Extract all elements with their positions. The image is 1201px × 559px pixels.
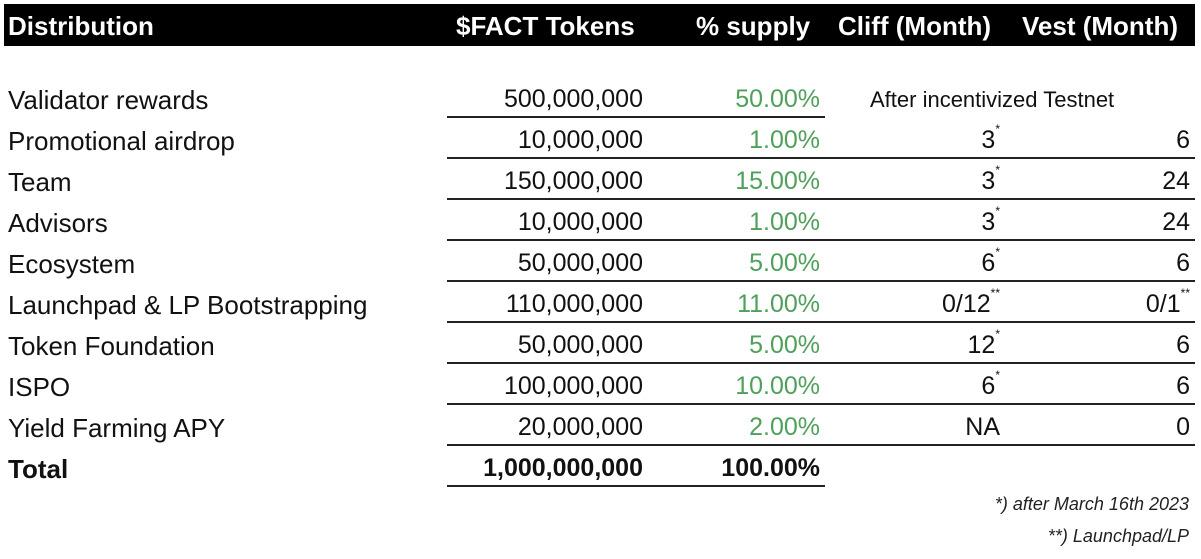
- footnote-cliff: *) after March 16th 2023: [994, 494, 1189, 514]
- table-row: Advisors 10,000,000 1.00% 3* 24: [0, 203, 1201, 244]
- table-row: Yield Farming APY 20,000,000 2.00% NA 0: [0, 408, 1201, 449]
- total-pct: 100.00%: [721, 454, 820, 482]
- cliff-footnote-mark: *: [995, 327, 1000, 341]
- table-row: Team 150,000,000 15.00% 3* 24: [0, 162, 1201, 203]
- row-vest: 6: [1176, 331, 1190, 359]
- row-vest: 6: [1176, 126, 1190, 154]
- table-row: Validator rewards 500,000,000 50.00% Aft…: [0, 80, 1201, 121]
- row-pct: 15.00%: [735, 167, 820, 195]
- row-note: After incentivized Testnet: [870, 87, 1115, 112]
- row-cliff: 3*: [981, 122, 1000, 154]
- row-tokens: 50,000,000: [517, 249, 643, 277]
- row-vest: 24: [1162, 167, 1190, 195]
- footnote-launchpad: **) Launchpad/LP: [1047, 526, 1189, 546]
- table-row: Ecosystem 50,000,000 5.00% 6* 6: [0, 244, 1201, 285]
- row-tokens: 50,000,000: [517, 331, 643, 359]
- total-row: Total 1,000,000,000 100.00%: [0, 449, 1201, 490]
- vest-footnote-mark: **: [1180, 286, 1190, 300]
- cliff-footnote-mark: *: [995, 245, 1000, 259]
- row-vest: 6: [1176, 372, 1190, 400]
- row-label: Validator rewards: [8, 85, 209, 115]
- row-divider: [447, 239, 1195, 241]
- row-vest: 0: [1176, 413, 1190, 441]
- row-tokens: 100,000,000: [503, 372, 643, 400]
- row-tokens: 10,000,000: [517, 126, 643, 154]
- row-divider: [447, 280, 1195, 282]
- row-tokens: 500,000,000: [503, 85, 643, 113]
- row-pct: 10.00%: [735, 372, 820, 400]
- row-cliff: 12*: [967, 327, 1000, 359]
- row-cliff: 6*: [981, 368, 1000, 400]
- cliff-footnote-mark: *: [995, 122, 1000, 136]
- row-vest: 0/1**: [1145, 286, 1190, 318]
- row-label: Yield Farming APY: [8, 413, 226, 443]
- row-cliff: 6*: [981, 245, 1000, 277]
- header-cliff: Cliff (Month): [838, 11, 992, 41]
- header-vest: Vest (Month): [1022, 11, 1178, 41]
- row-pct: 1.00%: [749, 126, 820, 154]
- row-label: Promotional airdrop: [8, 126, 235, 156]
- row-vest: 24: [1162, 208, 1190, 236]
- row-tokens: 20,000,000: [517, 413, 643, 441]
- table-row: Promotional airdrop 10,000,000 1.00% 3* …: [0, 121, 1201, 162]
- row-cliff: 3*: [981, 163, 1000, 195]
- row-pct: 11.00%: [737, 290, 820, 318]
- table-row: Token Foundation 50,000,000 5.00% 12* 6: [0, 326, 1201, 367]
- table-row: Launchpad & LP Bootstrapping 110,000,000…: [0, 285, 1201, 326]
- total-label: Total: [8, 454, 69, 484]
- cliff-footnote-mark: **: [990, 286, 1000, 300]
- cliff-footnote-mark: *: [995, 204, 1000, 218]
- row-pct: 5.00%: [749, 331, 820, 359]
- row-tokens: 10,000,000: [517, 208, 643, 236]
- row-cliff: NA: [965, 413, 1000, 441]
- cliff-footnote-mark: *: [995, 368, 1000, 382]
- header-tokens: $FACT Tokens: [456, 11, 635, 41]
- row-pct: 2.00%: [749, 413, 820, 441]
- row-label: Token Foundation: [8, 331, 215, 361]
- row-label: Team: [8, 167, 72, 197]
- row-cliff: 0/12**: [941, 286, 1000, 318]
- row-divider: [447, 403, 1195, 405]
- row-divider: [447, 198, 1195, 200]
- row-divider: [447, 157, 1195, 159]
- row-pct: 1.00%: [749, 208, 820, 236]
- row-divider: [447, 444, 1195, 446]
- row-vest: 6: [1176, 249, 1190, 277]
- row-label: Ecosystem: [8, 249, 136, 279]
- total-underline: [447, 485, 825, 487]
- row-divider: [447, 321, 1195, 323]
- row-tokens: 110,000,000: [505, 290, 643, 318]
- header-supply: % supply: [696, 11, 811, 41]
- header-distribution: Distribution: [8, 11, 154, 41]
- row-label: ISPO: [8, 372, 71, 402]
- total-tokens: 1,000,000,000: [483, 454, 643, 482]
- row-label: Launchpad & LP Bootstrapping: [8, 290, 368, 320]
- row-label: Advisors: [8, 208, 108, 238]
- cliff-footnote-mark: *: [995, 163, 1000, 177]
- row-pct: 50.00%: [735, 85, 820, 113]
- table-header: Distribution $FACT Tokens % supply Cliff…: [4, 4, 1195, 46]
- row-divider: [447, 362, 1195, 364]
- row-tokens: 150,000,000: [503, 167, 643, 195]
- row-cliff: 3*: [981, 204, 1000, 236]
- row-divider: [447, 116, 825, 118]
- row-pct: 5.00%: [749, 249, 820, 277]
- table-row: ISPO 100,000,000 10.00% 6* 6: [0, 367, 1201, 408]
